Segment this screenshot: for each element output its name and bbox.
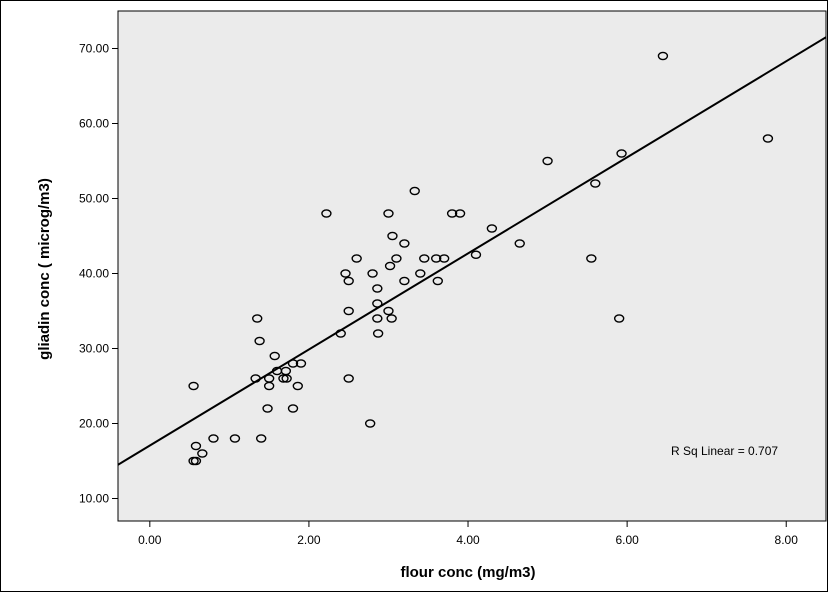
data-point: [292, 381, 303, 391]
data-point: [190, 456, 202, 466]
data-point: [254, 336, 265, 346]
data-point: [514, 239, 525, 248]
data-point: [340, 269, 351, 278]
y-tick-label: 50.00: [79, 192, 109, 206]
data-point: [431, 254, 442, 263]
y-axis-title: gliadin conc ( microg/m3): [36, 178, 53, 360]
x-tick-label: 2.00: [297, 533, 321, 547]
data-point: [269, 351, 280, 361]
data-point: [250, 374, 261, 383]
data-point: [229, 434, 241, 443]
data-point: [278, 374, 289, 383]
data-point: [391, 254, 402, 263]
data-point: [384, 261, 396, 271]
data-point: [386, 314, 397, 323]
y-tick-label: 60.00: [79, 117, 109, 131]
data-point: [343, 276, 354, 286]
data-point: [470, 250, 482, 260]
data-point: [657, 51, 669, 61]
data-point: [287, 404, 299, 413]
data-point: [343, 306, 354, 316]
x-tick-label: 8.00: [775, 533, 799, 547]
data-point: [367, 269, 378, 278]
x-tick-label: 6.00: [615, 533, 639, 547]
data-point: [613, 314, 625, 323]
y-tick-label: 70.00: [79, 42, 109, 56]
data-point: [372, 329, 384, 338]
data-point: [321, 209, 332, 218]
data-point: [399, 276, 410, 286]
data-point: [616, 149, 627, 158]
data-point: [409, 186, 420, 196]
chart-marks: 10.00 20.00 30.00 40.00 50.00 60.00 70.00 0.00 2…: [79, 36, 826, 547]
x-tick-label: 4.00: [456, 533, 480, 547]
data-point: [188, 381, 199, 391]
data-point: [542, 156, 553, 166]
y-tick-label: 40.00: [79, 267, 109, 281]
data-point: [454, 209, 466, 218]
data-point: [252, 314, 263, 323]
data-point: [486, 224, 498, 233]
data-point: [438, 254, 450, 263]
y-tick-label: 30.00: [79, 342, 109, 356]
data-point: [364, 419, 376, 428]
data-point: [419, 254, 430, 263]
data-point: [351, 254, 362, 263]
data-point: [383, 209, 394, 218]
data-point: [387, 231, 398, 241]
data-point: [432, 276, 443, 286]
data-point: [372, 284, 383, 293]
x-tick-label: 0.00: [138, 533, 162, 547]
data-point: [255, 434, 267, 443]
plot-area: [117, 10, 827, 522]
data-point: [190, 441, 202, 451]
data-point: [262, 404, 273, 413]
x-axis-title: flour conc (mg/m3): [400, 564, 535, 581]
data-point: [197, 449, 208, 458]
data-point: [586, 254, 597, 263]
data-point: [762, 134, 774, 143]
data-point: [295, 359, 307, 368]
regression-line: [118, 36, 826, 466]
data-point: [590, 179, 601, 188]
data-point: [263, 374, 275, 383]
y-tick-label: 10.00: [79, 492, 109, 506]
data-point: [335, 329, 346, 338]
data-point: [383, 306, 394, 316]
data-point: [372, 299, 383, 308]
data-point: [372, 314, 383, 323]
data-point: [415, 269, 426, 278]
data-point: [208, 434, 219, 443]
data-point: [446, 209, 458, 218]
y-tick-label: 20.00: [79, 417, 109, 431]
data-point: [399, 239, 410, 248]
data-point: [281, 374, 292, 383]
data-point: [287, 359, 299, 368]
data-point: [343, 374, 354, 383]
r-squared-annotation: R Sq Linear = 0.707: [671, 444, 778, 458]
